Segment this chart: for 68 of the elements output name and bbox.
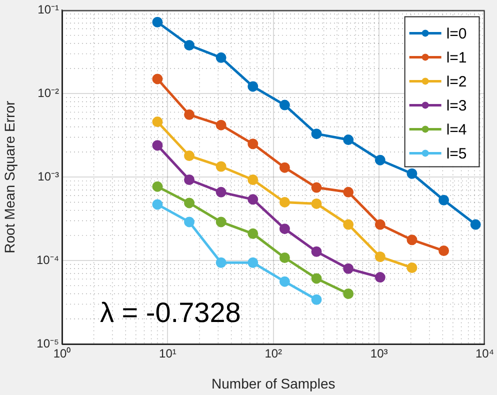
point	[248, 138, 258, 150]
point	[184, 109, 195, 120]
point	[184, 174, 195, 185]
point	[311, 294, 322, 305]
point	[438, 194, 450, 206]
point	[279, 224, 290, 234]
point	[311, 198, 322, 209]
point	[406, 262, 418, 273]
point	[470, 219, 481, 230]
point	[216, 120, 226, 130]
point	[152, 181, 163, 192]
point	[406, 234, 418, 246]
point	[216, 257, 226, 268]
point	[184, 40, 195, 51]
point	[152, 16, 163, 28]
legend-label: l=4	[446, 121, 467, 138]
point	[343, 263, 354, 274]
x-tick-label: 10⁴	[475, 346, 494, 361]
point	[374, 154, 386, 166]
legend-label: l=5	[446, 145, 467, 162]
point	[184, 198, 195, 208]
point	[279, 100, 290, 110]
point	[152, 199, 163, 210]
point	[279, 276, 290, 287]
point	[311, 273, 322, 284]
point	[311, 182, 322, 193]
y-tick-label: 10⁻¹	[38, 2, 60, 17]
point	[343, 134, 354, 146]
point	[248, 194, 258, 205]
point	[311, 246, 322, 257]
point	[343, 288, 354, 300]
point	[216, 161, 226, 172]
point	[216, 52, 226, 63]
y-tick-label: 10⁻²	[38, 86, 60, 100]
y-tick-label: 10⁻³	[38, 169, 60, 184]
point	[279, 162, 290, 173]
legend-label: l=1	[446, 49, 467, 66]
point	[343, 219, 354, 230]
point	[152, 140, 163, 151]
point	[184, 216, 195, 228]
point	[152, 74, 163, 84]
y-tick-label: 10⁻⁴	[36, 252, 59, 267]
legend-label: l=3	[446, 97, 467, 114]
point	[152, 116, 163, 128]
point	[248, 81, 258, 92]
point	[343, 186, 354, 198]
point	[374, 272, 386, 283]
point	[279, 196, 290, 208]
legend-label: l=2	[446, 73, 467, 90]
point	[374, 219, 386, 230]
point	[374, 252, 386, 262]
annotation: λ = -0.7328	[100, 297, 241, 328]
point	[279, 252, 290, 264]
y-axis-title: Root Mean Square Error	[1, 100, 18, 254]
point	[216, 216, 226, 228]
point	[406, 168, 418, 179]
point	[216, 186, 226, 198]
x-tick-label: 10²	[264, 346, 282, 361]
x-axis-title: Number of Samples	[212, 375, 336, 392]
x-tick-label: 10³	[370, 346, 388, 361]
point	[184, 150, 195, 162]
legend-label: l=0	[446, 25, 467, 42]
point	[248, 174, 258, 185]
point	[248, 257, 258, 268]
point	[311, 128, 322, 140]
point	[438, 246, 450, 256]
x-tick-label: 10¹	[159, 346, 176, 361]
point	[248, 228, 258, 239]
